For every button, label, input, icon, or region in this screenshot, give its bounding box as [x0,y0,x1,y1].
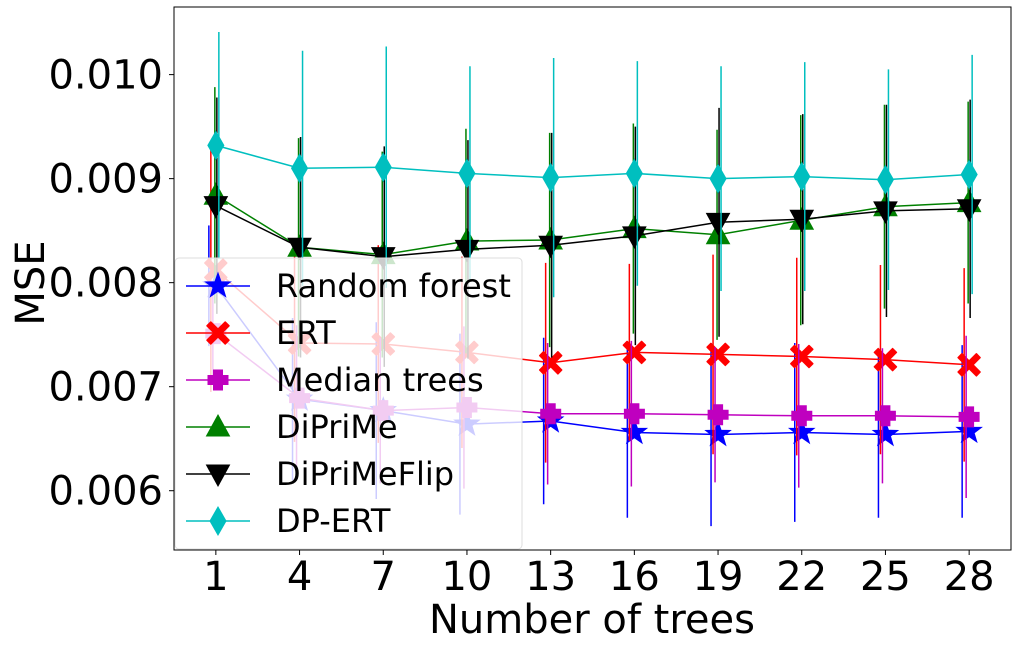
data-point [789,209,815,233]
data-point [620,417,649,445]
y-tick-label: 0.008 [48,261,163,307]
data-point [955,416,983,444]
data-point [706,342,730,367]
x-axis: 1 4 7 10 13 16 19 22 25 28 [203,550,995,600]
data-point [458,158,476,189]
series-line [215,194,970,256]
data-point [542,162,560,193]
legend-item: Median trees [186,361,484,399]
data-point [958,406,980,428]
x-tick-label: 7 [371,554,396,600]
data-point [873,201,898,224]
legend-marker [205,413,231,437]
data-point [207,130,225,161]
y-tick-label: 0.009 [48,157,163,203]
x-tick-label: 4 [287,554,312,600]
legend-label: Random forest [276,267,511,305]
data-point [374,152,392,183]
data-point [287,237,312,261]
data-point [538,351,563,375]
legend-marker [206,321,230,345]
legend-item: DiPriMe [186,408,398,446]
data-point [793,161,811,192]
data-point [873,347,898,372]
data-point [625,158,643,189]
legend: Random forest ERT Median trees DiPriMe DiPri… [174,257,523,550]
legend-label: DiPriMeFlip [276,455,454,493]
y-tick-label: 0.010 [48,53,163,99]
series-line [215,205,970,258]
legend-label: Median trees [276,361,484,399]
x-tick-label: 19 [693,554,744,600]
data-point [705,212,731,236]
series-dp-ert [207,31,978,298]
x-tick-label: 16 [609,554,660,600]
data-point [709,163,727,194]
plot-frame [173,6,1012,551]
legend-item: ERT [186,314,336,352]
y-axis: 0.006 0.007 0.008 0.009 0.010 [48,53,174,515]
legend-item: Random forest [186,267,511,305]
legend-marker [207,369,229,391]
data-point [290,153,309,184]
x-tick-label: 22 [776,554,827,600]
legend-label: DiPriMe [276,408,398,446]
legend-box [174,257,523,550]
data-point [957,353,981,377]
data-point [791,405,813,427]
x-tick-label: 13 [525,554,576,600]
data-point [707,404,729,426]
y-tick-label: 0.006 [48,469,163,515]
x-tick-label: 1 [203,554,228,600]
data-point [874,405,896,427]
data-point [538,235,563,259]
legend-marker [204,271,232,298]
data-point [623,403,645,425]
data-point [540,403,562,425]
series-line [215,144,970,181]
data-point [876,164,895,195]
data-point [622,340,647,365]
data-point [790,344,814,369]
legend-marker [205,464,231,488]
data-point [454,239,480,263]
data-point [622,226,647,249]
legend-item: DP-ERT [186,502,391,540]
data-point [704,419,732,447]
x-tick-label: 28 [944,554,995,600]
x-tick-label: 25 [860,554,911,600]
data-point [960,159,978,190]
legend-label: DP-ERT [276,502,391,540]
data-point [203,196,229,219]
legend-label: ERT [276,314,336,352]
x-axis-label: Number of trees [429,597,755,643]
legend-marker [209,505,227,537]
data-point [871,419,900,447]
y-axis-label: MSE [8,240,54,325]
data-point [956,199,982,222]
legend-item: DiPriMeFlip [186,455,454,493]
y-tick-label: 0.007 [48,365,163,411]
data-point [787,417,816,445]
series-layer [202,31,983,527]
x-tick-label: 10 [441,554,492,600]
